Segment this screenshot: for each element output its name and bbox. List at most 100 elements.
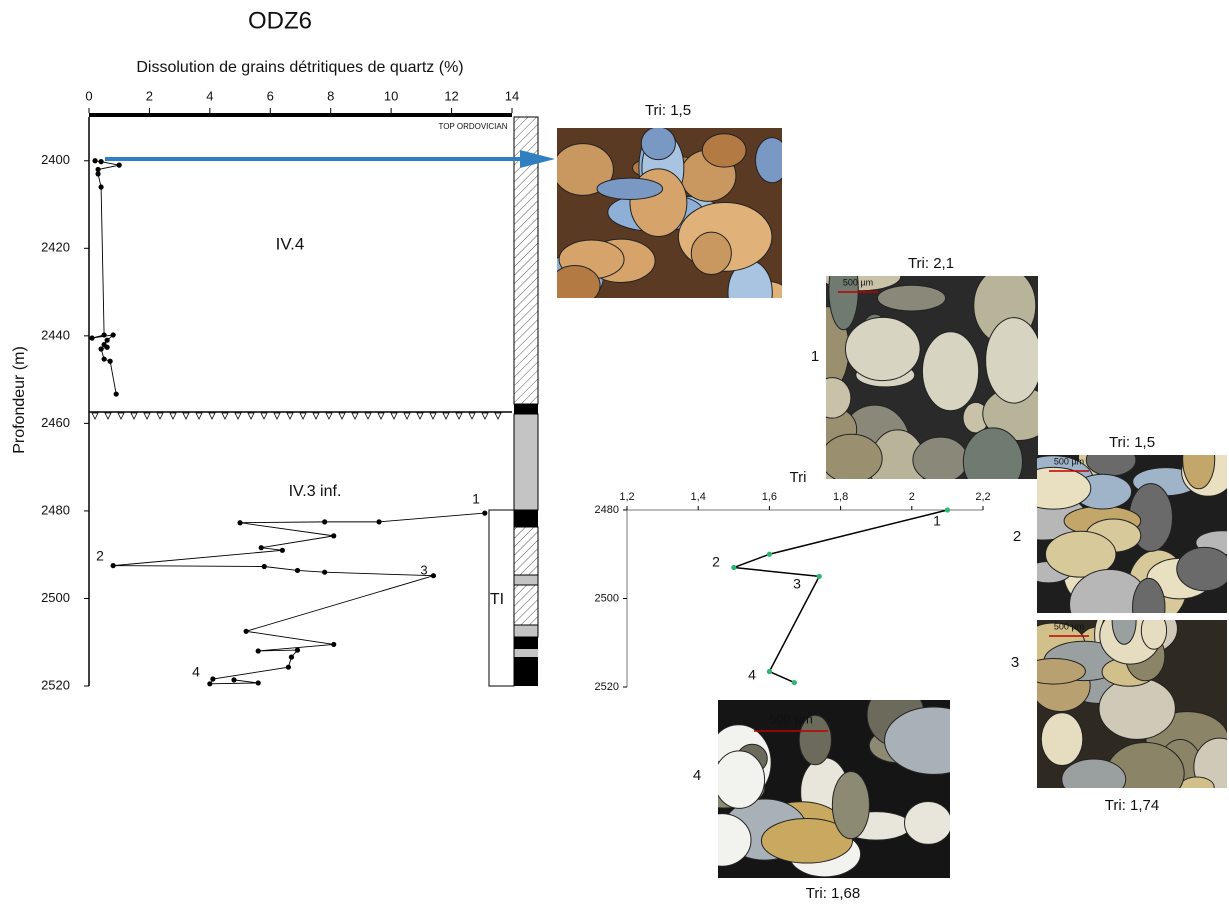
data-point	[258, 545, 264, 551]
grain	[690, 231, 732, 275]
data-point	[294, 647, 301, 653]
grain	[640, 128, 676, 161]
annotation: TI	[490, 591, 504, 608]
data-point	[107, 358, 113, 364]
unconformity	[89, 411, 512, 420]
data-point	[92, 158, 98, 164]
x-tick-label: 1,8	[833, 491, 848, 503]
data-point	[98, 346, 104, 352]
y-tick-label: 2520	[41, 677, 70, 692]
data-point	[98, 184, 104, 190]
annotation: 2	[96, 548, 104, 564]
image-caption: Tri: 1,74	[1105, 797, 1159, 814]
y-axis-label: Profondeur (m)	[11, 346, 28, 454]
grain	[755, 137, 782, 184]
data-point	[731, 564, 737, 571]
data-point	[101, 356, 107, 362]
grain	[844, 316, 921, 382]
grain	[912, 436, 969, 479]
x-tick-label: 6	[267, 88, 274, 103]
data-point	[116, 162, 122, 168]
data-point	[766, 551, 773, 557]
chart-title: Tri	[790, 469, 807, 486]
data-point	[288, 654, 295, 660]
x-tick-label: 14	[505, 88, 519, 103]
y-tick-label: 2500	[595, 592, 619, 604]
data-point	[285, 664, 292, 670]
grain	[1140, 620, 1168, 650]
grain	[718, 813, 752, 867]
data-point	[110, 563, 116, 569]
micrograph: 500 µm	[1037, 620, 1227, 788]
grain	[798, 714, 832, 766]
grains	[557, 128, 782, 298]
data-point	[101, 332, 107, 338]
grains	[718, 700, 950, 878]
data-point	[791, 679, 797, 686]
data-point	[110, 332, 116, 338]
data-point	[816, 573, 822, 579]
data-point	[207, 681, 213, 687]
image-caption: Tri: 2,1	[908, 255, 954, 272]
grain	[718, 750, 766, 809]
micrograph	[557, 128, 782, 298]
x-tick-label: 1,2	[619, 491, 634, 503]
grain	[921, 331, 980, 412]
x-tick-label: 2	[909, 491, 915, 503]
annotation: 2	[712, 554, 720, 570]
arrow	[105, 150, 555, 168]
x-tick-label: 8	[327, 88, 334, 103]
data-point	[766, 668, 773, 675]
grain	[1037, 658, 1086, 685]
grain	[701, 133, 747, 168]
data-point	[430, 573, 437, 579]
annotation: 3	[420, 562, 427, 577]
data-point	[255, 648, 261, 654]
grain	[826, 377, 852, 419]
grain	[1182, 455, 1216, 490]
y-tick-label: 2460	[41, 415, 70, 430]
scale-label: 500 µm	[1054, 621, 1084, 631]
grains	[1037, 455, 1227, 613]
y-tick-label: 2440	[41, 327, 70, 342]
x-tick-label: 2	[146, 88, 153, 103]
y-tick-label: 2520	[595, 681, 619, 693]
grain	[557, 143, 614, 196]
annotation: 1	[933, 513, 941, 529]
grain	[985, 317, 1038, 404]
grain	[1044, 530, 1117, 578]
y-tick-label: 2400	[41, 152, 70, 167]
image-label: 1	[811, 348, 819, 365]
micrograph: 500 µm	[826, 276, 1038, 479]
data-point	[331, 533, 337, 539]
data-point	[113, 391, 119, 397]
annotation: IV.4	[276, 234, 305, 253]
annotation: IV.3 inf.	[289, 483, 342, 500]
data-point	[237, 520, 243, 526]
grain	[904, 801, 950, 845]
x-axis	[89, 113, 512, 117]
annotation: 3	[793, 576, 801, 592]
annotation: TOP ORDOVICIAN	[438, 122, 507, 131]
data-point	[944, 507, 951, 513]
data-point	[255, 680, 261, 686]
x-tick-label: 10	[384, 88, 398, 103]
grain	[596, 177, 664, 200]
data-line	[733, 509, 948, 684]
grain	[557, 265, 601, 298]
y-tick-label: 2480	[595, 504, 619, 516]
grain	[1040, 712, 1084, 766]
image-label: 2	[1013, 528, 1021, 545]
image-label: 3	[1011, 654, 1019, 671]
annotation: 4	[748, 667, 756, 683]
image-caption: Tri: 1,68	[806, 885, 860, 902]
grain	[1179, 776, 1215, 788]
data-line	[113, 512, 485, 685]
x-tick-label: 2,2	[975, 491, 990, 503]
data-point	[331, 641, 337, 648]
annotation: 1	[472, 491, 480, 507]
image-caption: Tri: 1,5	[1109, 434, 1155, 451]
data-point	[104, 337, 110, 343]
data-point	[482, 510, 488, 516]
